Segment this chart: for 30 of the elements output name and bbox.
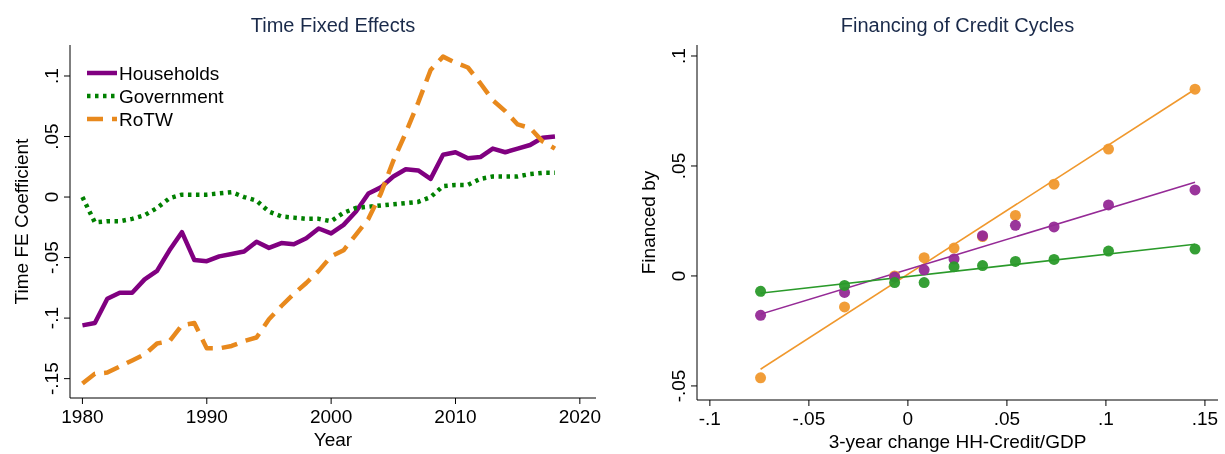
x-tick-label: .15 <box>1191 408 1219 429</box>
x-tick-label: 2010 <box>434 406 477 427</box>
x-tick-label: 1980 <box>61 406 104 427</box>
x-tick-label: 2020 <box>558 406 601 427</box>
x-tick-label: 2000 <box>309 406 353 427</box>
y-tick-label: .05 <box>668 152 689 180</box>
y-axis-title: Financed by <box>638 170 659 275</box>
legend-label: Households <box>119 63 220 84</box>
y-tick-label: -.15 <box>41 362 62 396</box>
x-tick-label: -.05 <box>792 408 826 429</box>
x-tick-label: .1 <box>1097 408 1114 429</box>
y-tick-label: -.05 <box>668 369 689 403</box>
x-tick-label: 1990 <box>185 406 228 427</box>
y-axis-title: Time FE Coefficient <box>11 137 32 305</box>
chart-title: Financing of Credit Cycles <box>840 14 1075 36</box>
y-tick-label: 0 <box>668 270 689 282</box>
y-tick-label: .1 <box>41 68 62 84</box>
y-tick-label: .05 <box>41 123 62 150</box>
x-tick-label: .05 <box>993 408 1021 429</box>
x-tick-label: -.1 <box>698 408 721 429</box>
x-tick-label: 0 <box>902 408 914 429</box>
legend-label: RoTW <box>119 109 173 130</box>
legend-label: Government <box>119 86 225 107</box>
y-tick-label: -.05 <box>41 241 62 274</box>
x-axis-title: Year <box>313 429 353 450</box>
x-axis-title: 3-year change HH-Credit/GDP <box>828 431 1087 452</box>
y-tick-label: .1 <box>668 48 689 64</box>
y-tick-label: 0 <box>41 191 62 203</box>
y-tick-label: -.1 <box>41 307 62 330</box>
chart-title: Time Fixed Effects <box>250 14 416 36</box>
